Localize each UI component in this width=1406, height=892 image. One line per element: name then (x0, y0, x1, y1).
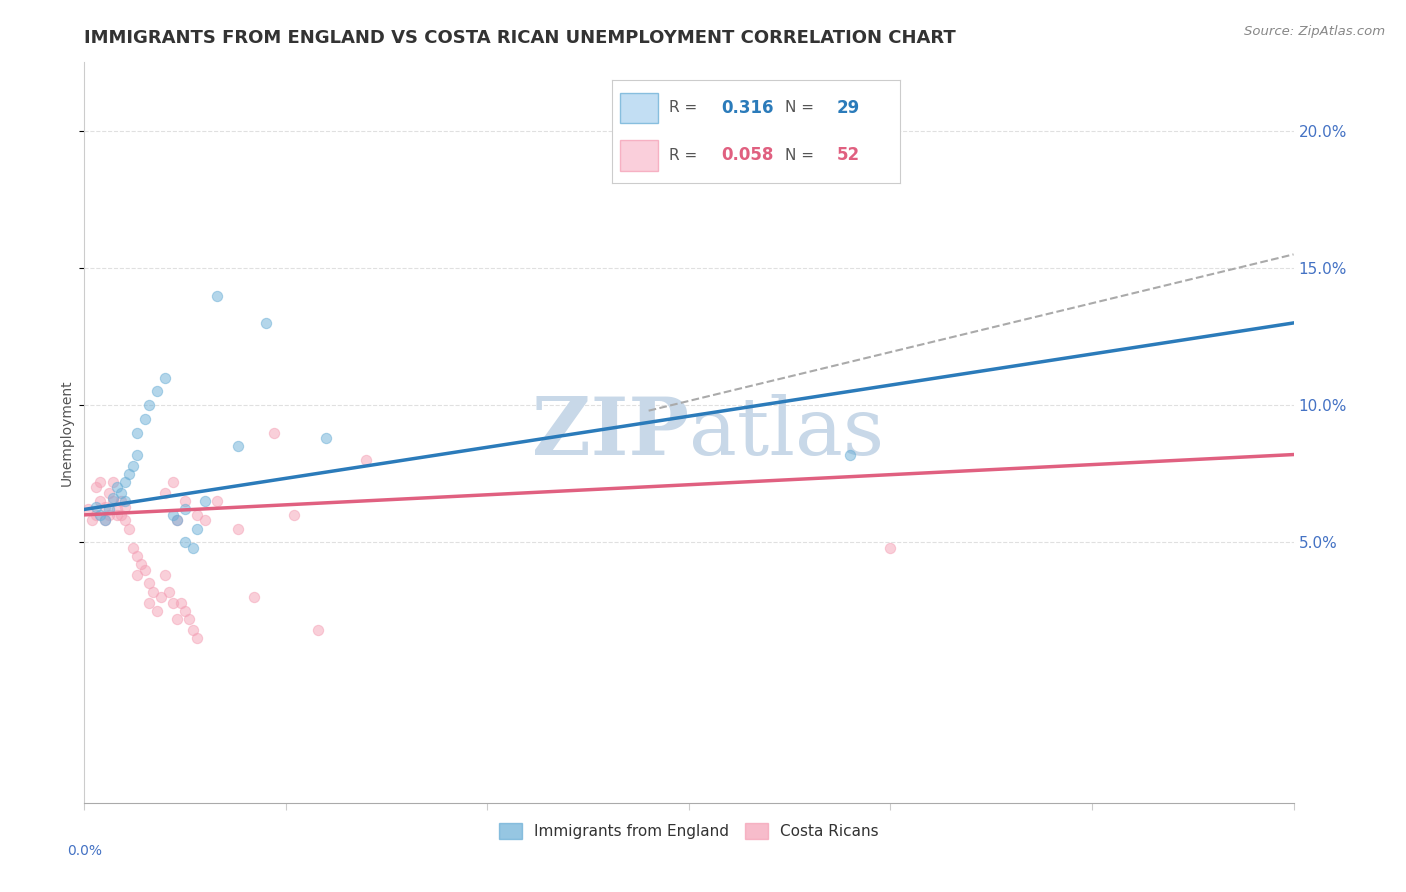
Point (114, 513, 136, 527)
Point (114, 475, 136, 489)
Point (226, 522, 249, 536)
Point (181, 541, 204, 555)
Point (101, 494, 124, 508)
Text: 0.058: 0.058 (721, 146, 773, 164)
Point (166, 513, 188, 527)
Point (110, 494, 132, 508)
Point (114, 494, 136, 508)
Point (166, 612, 188, 626)
Text: ZIP: ZIP (531, 393, 689, 472)
Point (138, 398, 160, 412)
Point (166, 513, 188, 527)
Text: 29: 29 (837, 99, 859, 117)
Point (134, 412, 156, 426)
Point (186, 508, 208, 522)
Point (263, 425, 285, 440)
Point (97, 502, 120, 516)
Legend: Immigrants from England, Costa Ricans: Immigrants from England, Costa Ricans (492, 815, 886, 847)
Point (307, 623, 329, 637)
Point (138, 596, 160, 610)
Point (93, 500, 115, 514)
Text: 0.0%: 0.0% (67, 844, 101, 857)
Point (121, 458, 143, 473)
Point (125, 425, 148, 440)
Point (105, 480, 128, 494)
Point (86, 480, 108, 494)
Point (174, 494, 197, 508)
Point (181, 623, 204, 637)
Point (86, 500, 108, 514)
Text: atlas: atlas (689, 393, 884, 472)
Point (207, 288, 229, 302)
Text: N =: N = (785, 148, 818, 162)
Y-axis label: Unemployment: Unemployment (60, 379, 75, 486)
Text: 52: 52 (837, 146, 859, 164)
Point (242, 590, 264, 604)
Point (89, 494, 111, 508)
Point (153, 568, 176, 582)
Point (86, 508, 108, 522)
Text: 0.316: 0.316 (721, 99, 773, 117)
Bar (620, 140, 658, 170)
Point (174, 535, 197, 549)
Point (105, 502, 128, 516)
Point (162, 508, 184, 522)
Point (110, 486, 132, 500)
Point (125, 568, 148, 582)
Point (105, 508, 128, 522)
Point (118, 467, 141, 481)
Point (186, 632, 208, 646)
Text: IMMIGRANTS FROM ENGLAND VS COSTA RICAN UNEMPLOYMENT CORRELATION CHART: IMMIGRANTS FROM ENGLAND VS COSTA RICAN U… (84, 29, 956, 47)
Point (93, 513, 115, 527)
Point (170, 596, 193, 610)
Bar (620, 93, 658, 123)
Point (174, 604, 197, 618)
Point (121, 541, 143, 555)
Point (153, 371, 176, 385)
Text: N =: N = (785, 101, 818, 115)
Point (186, 522, 208, 536)
Point (118, 522, 141, 536)
Point (157, 584, 180, 599)
Point (101, 475, 124, 489)
Point (194, 513, 217, 527)
Point (283, 508, 305, 522)
Point (162, 596, 184, 610)
Point (89, 475, 111, 489)
Point (82, 513, 104, 527)
Point (146, 604, 169, 618)
Point (356, 453, 378, 467)
Point (97, 486, 120, 500)
Point (97, 508, 120, 522)
Text: R =: R = (669, 148, 703, 162)
Point (101, 491, 124, 506)
Text: R =: R = (669, 101, 703, 115)
Point (879, 541, 901, 555)
Point (153, 486, 176, 500)
Point (149, 590, 172, 604)
Point (114, 500, 136, 514)
Point (138, 576, 160, 591)
Point (142, 584, 165, 599)
Point (254, 316, 277, 330)
Point (174, 502, 197, 516)
Point (162, 475, 184, 489)
Text: Source: ZipAtlas.com: Source: ZipAtlas.com (1244, 25, 1385, 38)
Point (226, 439, 249, 453)
Point (207, 494, 229, 508)
Point (125, 549, 148, 563)
Point (839, 448, 862, 462)
Point (110, 508, 132, 522)
Point (77, 502, 100, 516)
Point (134, 563, 156, 577)
Point (179, 612, 201, 626)
Point (194, 494, 217, 508)
Point (129, 558, 152, 572)
Point (146, 384, 169, 399)
Point (89, 508, 111, 522)
Point (93, 513, 115, 527)
Point (315, 431, 337, 445)
Point (125, 448, 148, 462)
